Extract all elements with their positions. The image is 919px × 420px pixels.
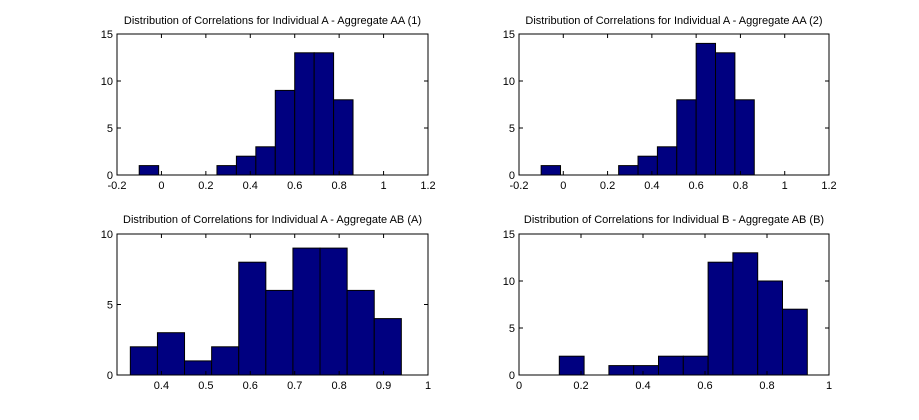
x-tick-label: -0.2: [108, 180, 127, 192]
x-tick-label: 0.5: [198, 380, 213, 392]
histogram-bar: [156, 332, 186, 376]
histogram-bar: [637, 155, 658, 176]
y-tick-label: 0: [509, 370, 515, 382]
histogram-bar: [608, 365, 635, 376]
x-tick-label: 0.7: [287, 380, 302, 392]
histogram-panel: Distribution of Correlations for Individ…: [503, 15, 837, 192]
histogram-bar: [313, 52, 335, 176]
x-tick-label: 0.4: [635, 380, 650, 392]
histogram-bar: [138, 165, 160, 176]
histogram-bar: [265, 289, 294, 376]
x-tick-label: 0.8: [331, 380, 346, 392]
histogram-bar: [656, 146, 678, 176]
x-tick-label: 1: [826, 380, 832, 392]
x-tick-label: 0.6: [243, 380, 258, 392]
histogram-bar: [734, 99, 755, 176]
x-tick-label: 0.8: [331, 180, 346, 192]
axes-border: [518, 233, 830, 376]
x-tick-label: 1: [381, 180, 387, 192]
y-tick-label: 0: [107, 170, 113, 182]
histogram-bar: [373, 318, 402, 376]
histogram-panel: Distribution of Correlations for Individ…: [101, 15, 436, 192]
histogram-bar: [184, 360, 213, 376]
x-tick-label: 1.2: [821, 180, 836, 192]
histogram-bar: [129, 346, 158, 376]
x-tick-label: 0.4: [644, 180, 659, 192]
histogram-bar: [633, 365, 660, 376]
histogram-bar: [782, 308, 808, 376]
histogram-bar: [319, 247, 348, 376]
histogram-bar: [255, 146, 276, 176]
x-tick-label: 1: [425, 380, 431, 392]
axes-border: [116, 33, 429, 176]
x-tick-label: 0: [560, 180, 566, 192]
histogram-bar: [558, 355, 585, 376]
histogram-bar: [292, 247, 321, 376]
chart-title: Distribution of Correlations for Individ…: [123, 214, 422, 226]
axes-border: [518, 33, 830, 176]
x-tick-label: 0.6: [688, 180, 703, 192]
y-tick-label: 10: [101, 229, 113, 241]
histogram-bar: [294, 52, 315, 176]
x-tick-label: 0.2: [600, 180, 615, 192]
histogram-bar: [274, 89, 296, 176]
chart-title: Distribution of Correlations for Individ…: [124, 15, 421, 27]
histogram-bar: [333, 99, 354, 176]
histogram-bar: [732, 252, 759, 376]
x-tick-label: 0: [516, 380, 522, 392]
histogram-bar: [238, 261, 267, 376]
y-tick-label: 10: [101, 76, 113, 88]
x-tick-label: 0.2: [573, 380, 588, 392]
chart-title: Distribution of Correlations for Individ…: [525, 15, 822, 27]
x-tick-label: 0.2: [198, 180, 213, 192]
histogram-bar: [346, 289, 375, 376]
axes-border: [116, 233, 429, 376]
histogram-panel: Distribution of Correlations for Individ…: [503, 214, 832, 392]
histogram-bar: [707, 261, 734, 376]
y-tick-label: 0: [509, 170, 515, 182]
histogram-bar: [540, 165, 562, 176]
histogram-bar: [216, 165, 237, 176]
x-tick-label: 0.8: [733, 180, 748, 192]
y-tick-label: 10: [503, 276, 515, 288]
y-tick-label: 5: [107, 123, 113, 135]
y-tick-label: 15: [503, 29, 515, 41]
x-tick-label: -0.2: [510, 180, 529, 192]
histogram-bar: [676, 99, 697, 176]
x-tick-label: 0.6: [287, 180, 302, 192]
y-tick-label: 15: [503, 229, 515, 241]
x-tick-label: 0: [158, 180, 164, 192]
x-tick-label: 0.4: [243, 180, 258, 192]
histogram-bar: [682, 355, 709, 376]
histogram-bar: [211, 346, 240, 376]
y-tick-label: 5: [107, 300, 113, 312]
histogram-bar: [235, 155, 257, 176]
y-tick-label: 15: [101, 29, 113, 41]
y-tick-label: 5: [509, 123, 515, 135]
histogram-bar: [695, 42, 717, 176]
x-tick-label: 0.6: [697, 380, 712, 392]
histogram-bar: [658, 355, 684, 376]
histogram-bar: [618, 165, 639, 176]
chart-title: Distribution of Correlations for Individ…: [524, 214, 824, 226]
x-tick-label: 0.4: [154, 380, 169, 392]
histogram-panel: Distribution of Correlations for Individ…: [101, 214, 431, 392]
y-tick-label: 5: [509, 323, 515, 335]
x-tick-label: 1.2: [420, 180, 435, 192]
y-tick-label: 10: [503, 76, 515, 88]
x-tick-label: 1: [782, 180, 788, 192]
y-tick-label: 0: [107, 370, 113, 382]
x-tick-label: 0.9: [376, 380, 391, 392]
histogram-bar: [715, 52, 736, 176]
histogram-bar: [757, 280, 784, 376]
x-tick-label: 0.8: [759, 380, 774, 392]
